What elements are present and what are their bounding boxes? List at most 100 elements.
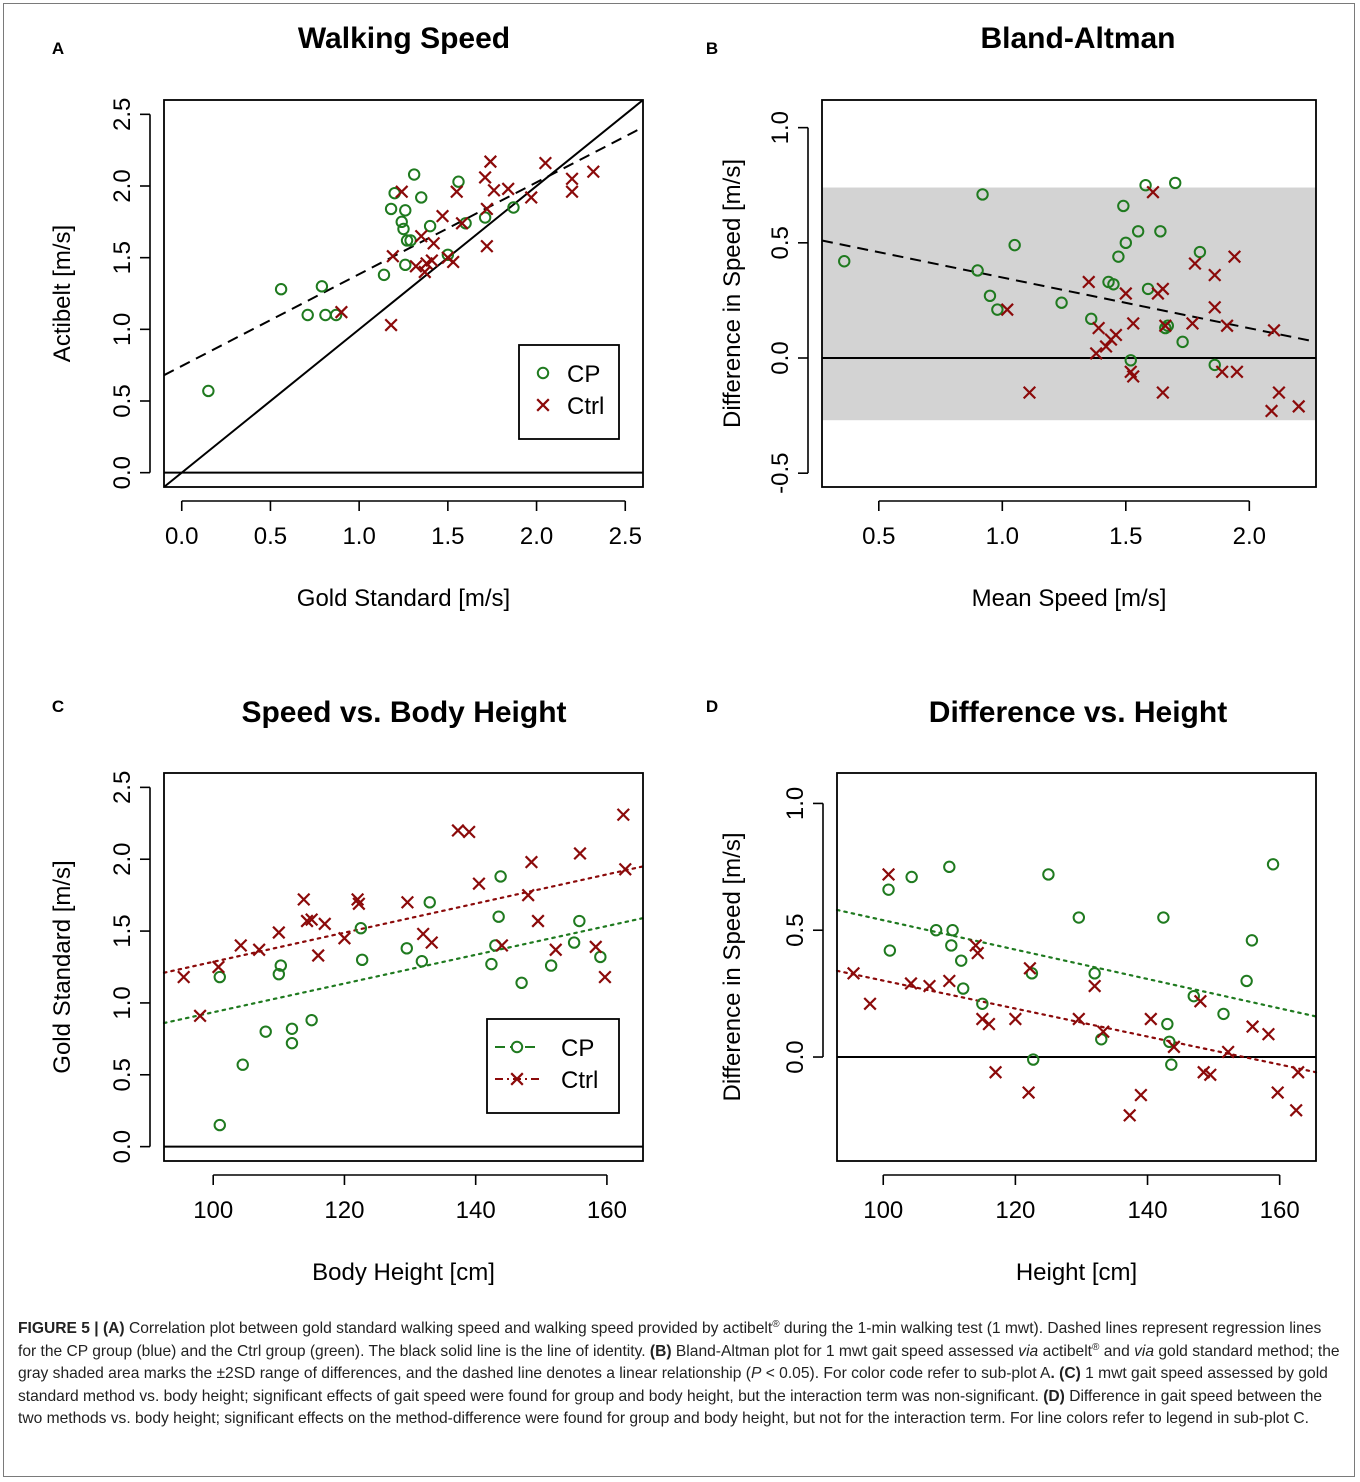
panel-c-ctrl-point [252, 943, 266, 957]
panel-c-cp-point [213, 1118, 226, 1132]
panel-a-legend-label-ctrl: Ctrl [567, 393, 604, 420]
panel-d-plot-frame [836, 772, 1317, 1162]
panel-d-ctrl-point [1261, 1027, 1276, 1041]
panel-a-cp-point [452, 175, 465, 188]
panel-b-ctrl-point [1185, 316, 1200, 331]
panel-a-x-tick-label: 1.5 [431, 523, 464, 550]
panel-d-x-label: Height [cm] [1016, 1259, 1137, 1286]
panel-c-cp-point [274, 959, 287, 972]
panel-b-x-label: Mean Speed [m/s] [972, 585, 1167, 612]
panel-d-cp-point [1240, 974, 1253, 988]
panel-c-ctrl-point [193, 1009, 207, 1023]
panel-d-ctrl-point [922, 979, 937, 993]
panel-b-ctrl-point [1146, 185, 1160, 199]
panel-d-ctrl-point [1023, 961, 1037, 975]
panel-b-ctrl-point [1099, 339, 1113, 354]
panel-b-y-tick-label: -0.5 [767, 452, 794, 493]
panel-a-cp-point [397, 222, 410, 236]
panel-a-ctrl-point [480, 202, 494, 216]
panel-c-ctrl-point [573, 846, 587, 861]
caption-via-2: via [1134, 1342, 1155, 1360]
panel-c-cp-point [492, 910, 505, 923]
panel-a-cp-point [315, 280, 329, 293]
panel-c-y-tick-label: 1.5 [109, 914, 136, 947]
panel-a-cp-point [384, 202, 398, 216]
panel-c-x-tick-label: 100 [193, 1197, 233, 1224]
panel-d-cp-point [946, 924, 959, 937]
panel-d-cp-point [1165, 1058, 1178, 1071]
panel-d-ctrl-point [1022, 1085, 1036, 1100]
panel-d-letter: D [706, 697, 718, 716]
panel-d-ctrl-point [1072, 1012, 1086, 1026]
panel-a-cp-point [399, 258, 412, 272]
panel-c-ctrl-point [425, 935, 439, 950]
panel-a-ctrl-point [538, 156, 553, 170]
panel-a-y-tick-label: 2.0 [109, 169, 136, 202]
panel-b-title: Bland-Altman [981, 22, 1176, 55]
panel-b-cp-point [1112, 250, 1125, 263]
panel-a-cp-point [329, 308, 343, 322]
panel-b-ctrl-point [1215, 365, 1229, 379]
panel-c-y-label: Gold Standard [m/s] [49, 860, 76, 1073]
panel-d-x-tick-label: 120 [995, 1197, 1035, 1224]
panel-b-ctrl-point [1109, 328, 1123, 342]
panel-d-ctrl-point [1291, 1065, 1305, 1079]
panel-b-cp-point [1169, 176, 1182, 190]
panel-b-x-tick-label: 2.0 [1233, 523, 1266, 550]
panel-d-cp-point [1157, 911, 1170, 924]
panel-c-ctrl-point [337, 931, 352, 945]
panel-a-x-tick-label: 2.0 [520, 523, 553, 550]
panel-a-x-tick-label: 2.5 [609, 523, 642, 550]
panel-b-cp-point [1139, 179, 1152, 192]
caption-c-text: 1 mwt gait speed assessed by gold standa… [18, 1365, 1328, 1405]
panel-a-legend-box [518, 344, 620, 440]
panel-d-ctrl-point [1088, 979, 1102, 993]
panel-b-ctrl-point [1227, 250, 1242, 264]
panel-d-ctrl-point [988, 1065, 1003, 1079]
panel-c-ctrl-point [400, 895, 415, 909]
panel-c-y-tick-label: 2.5 [109, 771, 136, 804]
panel-c-cp-point [423, 896, 436, 909]
panel-b-cp-point [1176, 335, 1189, 349]
panel-a-ctrl-point [586, 165, 600, 179]
panel-b-ctrl-point [1208, 300, 1222, 314]
panel-d-ctrl-point [881, 867, 896, 882]
panel-d-ctrl-point [1245, 1020, 1260, 1034]
panel-a-ctrl-point [386, 249, 400, 263]
panel-c-cp-point [573, 914, 586, 928]
panel-c-cp-point [236, 1058, 249, 1071]
panel-a-cp-point [319, 308, 332, 322]
panel-b-ctrl-point [1272, 385, 1286, 400]
panel-a-ctrl-point [478, 170, 492, 184]
panel-c-cp-point [485, 957, 498, 971]
panel-b-sd-band [822, 187, 1316, 421]
panel-d-cp-point [1266, 858, 1280, 871]
panel-d-cp-point [883, 944, 897, 957]
panel-a-y-tick-label: 1.5 [109, 241, 136, 274]
panel-d-cp-point [943, 860, 956, 874]
panel-b-cp-point [1085, 312, 1098, 326]
panel-a-y-tick-label: 0.5 [109, 384, 136, 417]
caption-d-text: Difference in gait speed between the two… [18, 1387, 1323, 1428]
panel-a-cp-point [507, 201, 520, 214]
panel-a-cp-point [399, 204, 412, 217]
panel-c-ctrl-point [549, 943, 563, 957]
panel-d-ctrl-point [982, 1017, 996, 1031]
panel-c-ctrl-point [318, 917, 332, 931]
panel-d-title: Difference vs. Height [929, 696, 1227, 729]
panel-a-ctrl-point [427, 236, 441, 250]
panel-b-ctrl-point [1089, 346, 1103, 360]
panel-d-ctrl-point [846, 966, 861, 980]
panel-a-cp-point [415, 191, 428, 204]
panel-d-y-label: Difference in Speed [m/s] [719, 832, 746, 1101]
caption-b-dot: . [1050, 1365, 1055, 1382]
panel-c-ctrl-point [618, 862, 632, 876]
panel-a-y-tick-label: 2.5 [109, 98, 136, 131]
panel-c-title: Speed vs. Body Height [241, 696, 566, 729]
panel-c-ctrl-point [589, 940, 603, 954]
panel-d-ctrl-point [904, 976, 918, 991]
panel-d-cp-point [1245, 934, 1259, 947]
panel-d-cp-point [1025, 967, 1039, 980]
panel-d-y-tick-label: 0.5 [782, 914, 809, 947]
panel-a-cp-point [478, 211, 492, 224]
